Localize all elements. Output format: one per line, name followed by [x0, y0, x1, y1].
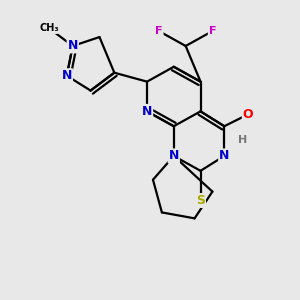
- Text: F: F: [209, 26, 216, 36]
- Text: O: O: [243, 108, 254, 121]
- Text: N: N: [219, 149, 230, 162]
- Text: CH₃: CH₃: [39, 23, 59, 33]
- Text: S: S: [196, 194, 205, 207]
- Text: N: N: [61, 69, 72, 82]
- Text: N: N: [169, 149, 179, 162]
- Text: F: F: [155, 26, 163, 36]
- Text: H: H: [238, 135, 247, 145]
- Text: N: N: [68, 40, 78, 52]
- Text: N: N: [142, 105, 152, 118]
